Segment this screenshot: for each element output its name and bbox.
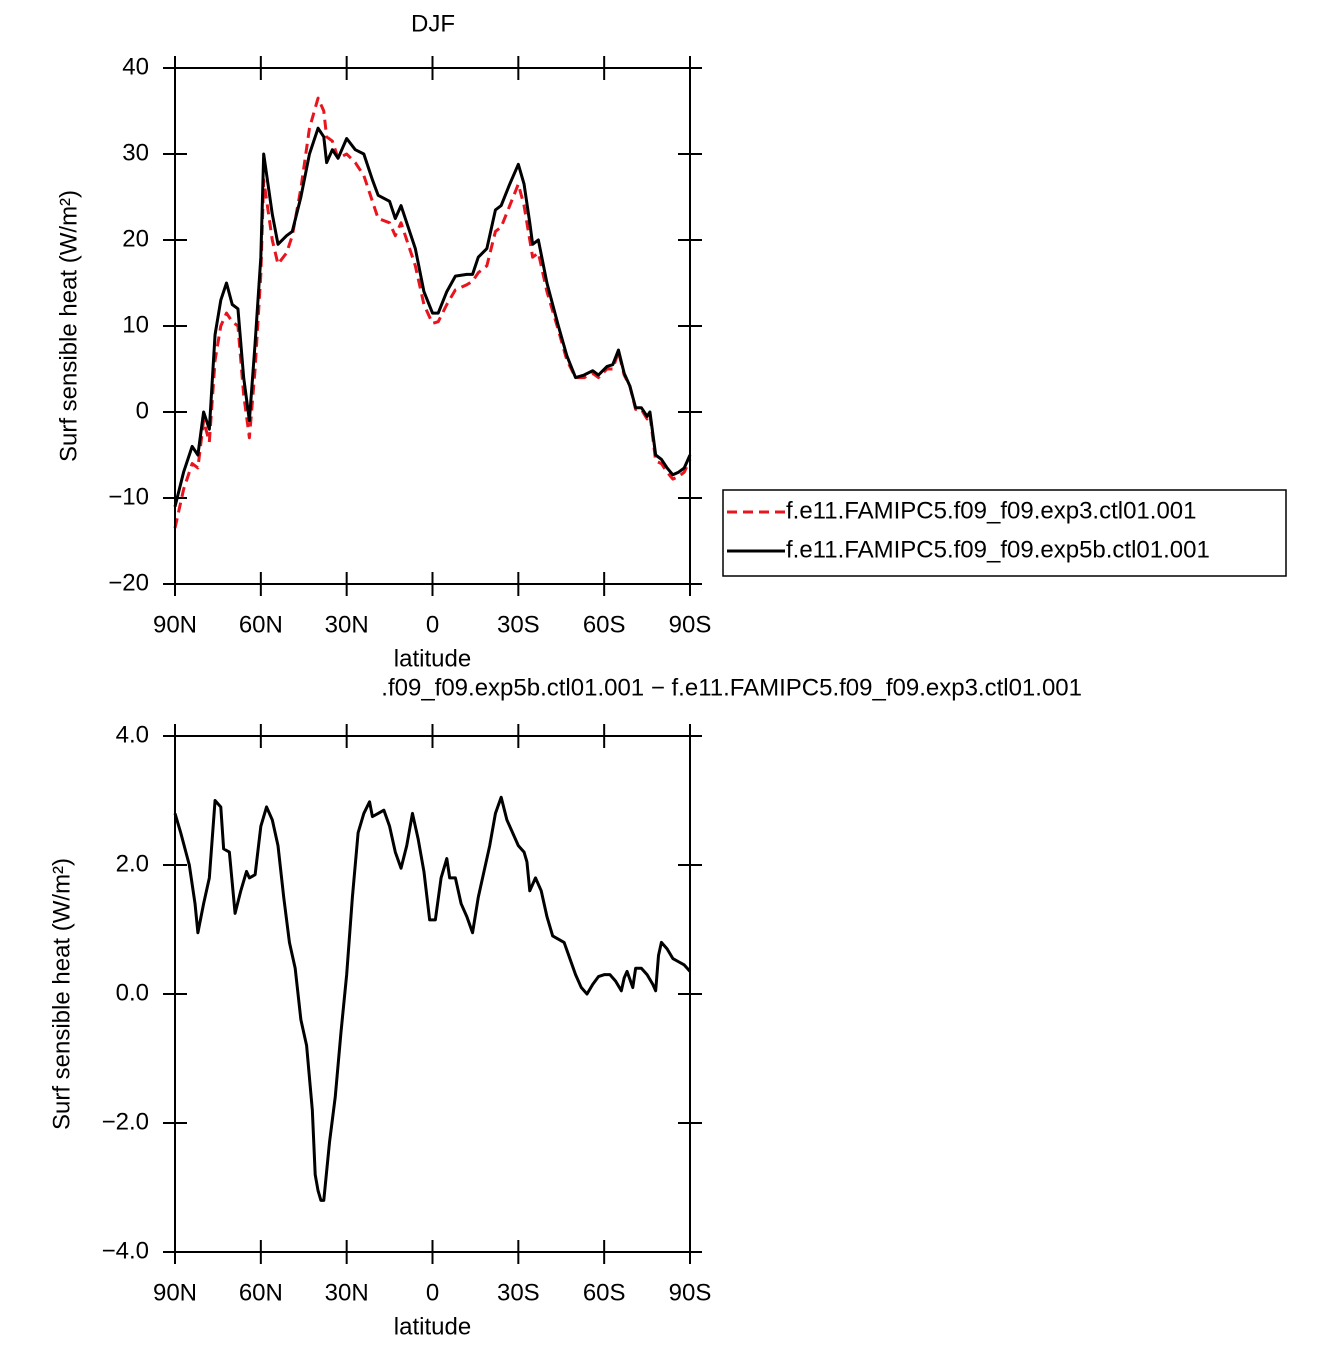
y-tick-label: 4.0 — [116, 721, 149, 748]
y-tick-label: 10 — [122, 311, 149, 338]
y-axis-label: Surf sensible heat (W/m²) — [48, 858, 75, 1130]
legend: f.e11.FAMIPC5.f09_f09.exp3.ctl01.001 f.e1… — [722, 489, 1287, 577]
chart-title: .f09_f09.exp5b.ctl01.001 − f.e11.FAMIPC5… — [381, 674, 1082, 701]
x-axis-label: latitude — [394, 1313, 471, 1340]
legend-label: f.e11.FAMIPC5.f09_f09.exp5b.ctl01.001 — [786, 536, 1210, 563]
x-tick-label: 90S — [669, 1279, 712, 1306]
x-tick-label: 60N — [239, 611, 283, 638]
x-tick-label: 60S — [583, 611, 626, 638]
chart-title: DJF — [411, 10, 455, 37]
x-tick-label: 30N — [325, 1279, 369, 1306]
data-line — [173, 795, 692, 1202]
plot-frame — [174, 735, 691, 1253]
y-tick-label: 40 — [122, 53, 149, 80]
x-tick-label: 30N — [325, 611, 369, 638]
x-tick-label: 90N — [153, 611, 197, 638]
plot-frame — [174, 67, 691, 585]
y-tick-label: 20 — [122, 225, 149, 252]
y-tick-label: −10 — [108, 483, 149, 510]
x-tick-label: 0 — [426, 611, 439, 638]
legend-label: f.e11.FAMIPC5.f09_f09.exp3.ctl01.001 — [786, 497, 1196, 524]
x-tick-label: 30S — [497, 1279, 540, 1306]
legend-box — [722, 489, 1287, 577]
x-tick-label: 90N — [153, 1279, 197, 1306]
y-tick-label: 30 — [122, 139, 149, 166]
y-tick-label: 2.0 — [116, 850, 149, 877]
y-axis-label: Surf sensible heat (W/m²) — [55, 190, 82, 462]
x-tick-label: 60N — [239, 1279, 283, 1306]
y-tick-label: −2.0 — [102, 1108, 149, 1135]
x-axis-label: latitude — [394, 645, 471, 672]
y-tick-label: 0.0 — [116, 979, 149, 1006]
x-tick-label: 60S — [583, 1279, 626, 1306]
y-tick-label: −20 — [108, 569, 149, 596]
y-tick-label: −4.0 — [102, 1237, 149, 1264]
x-tick-label: 30S — [497, 611, 540, 638]
y-tick-label: 0 — [136, 397, 149, 424]
x-tick-label: 0 — [426, 1279, 439, 1306]
data-line — [173, 126, 692, 507]
x-tick-label: 90S — [669, 611, 712, 638]
